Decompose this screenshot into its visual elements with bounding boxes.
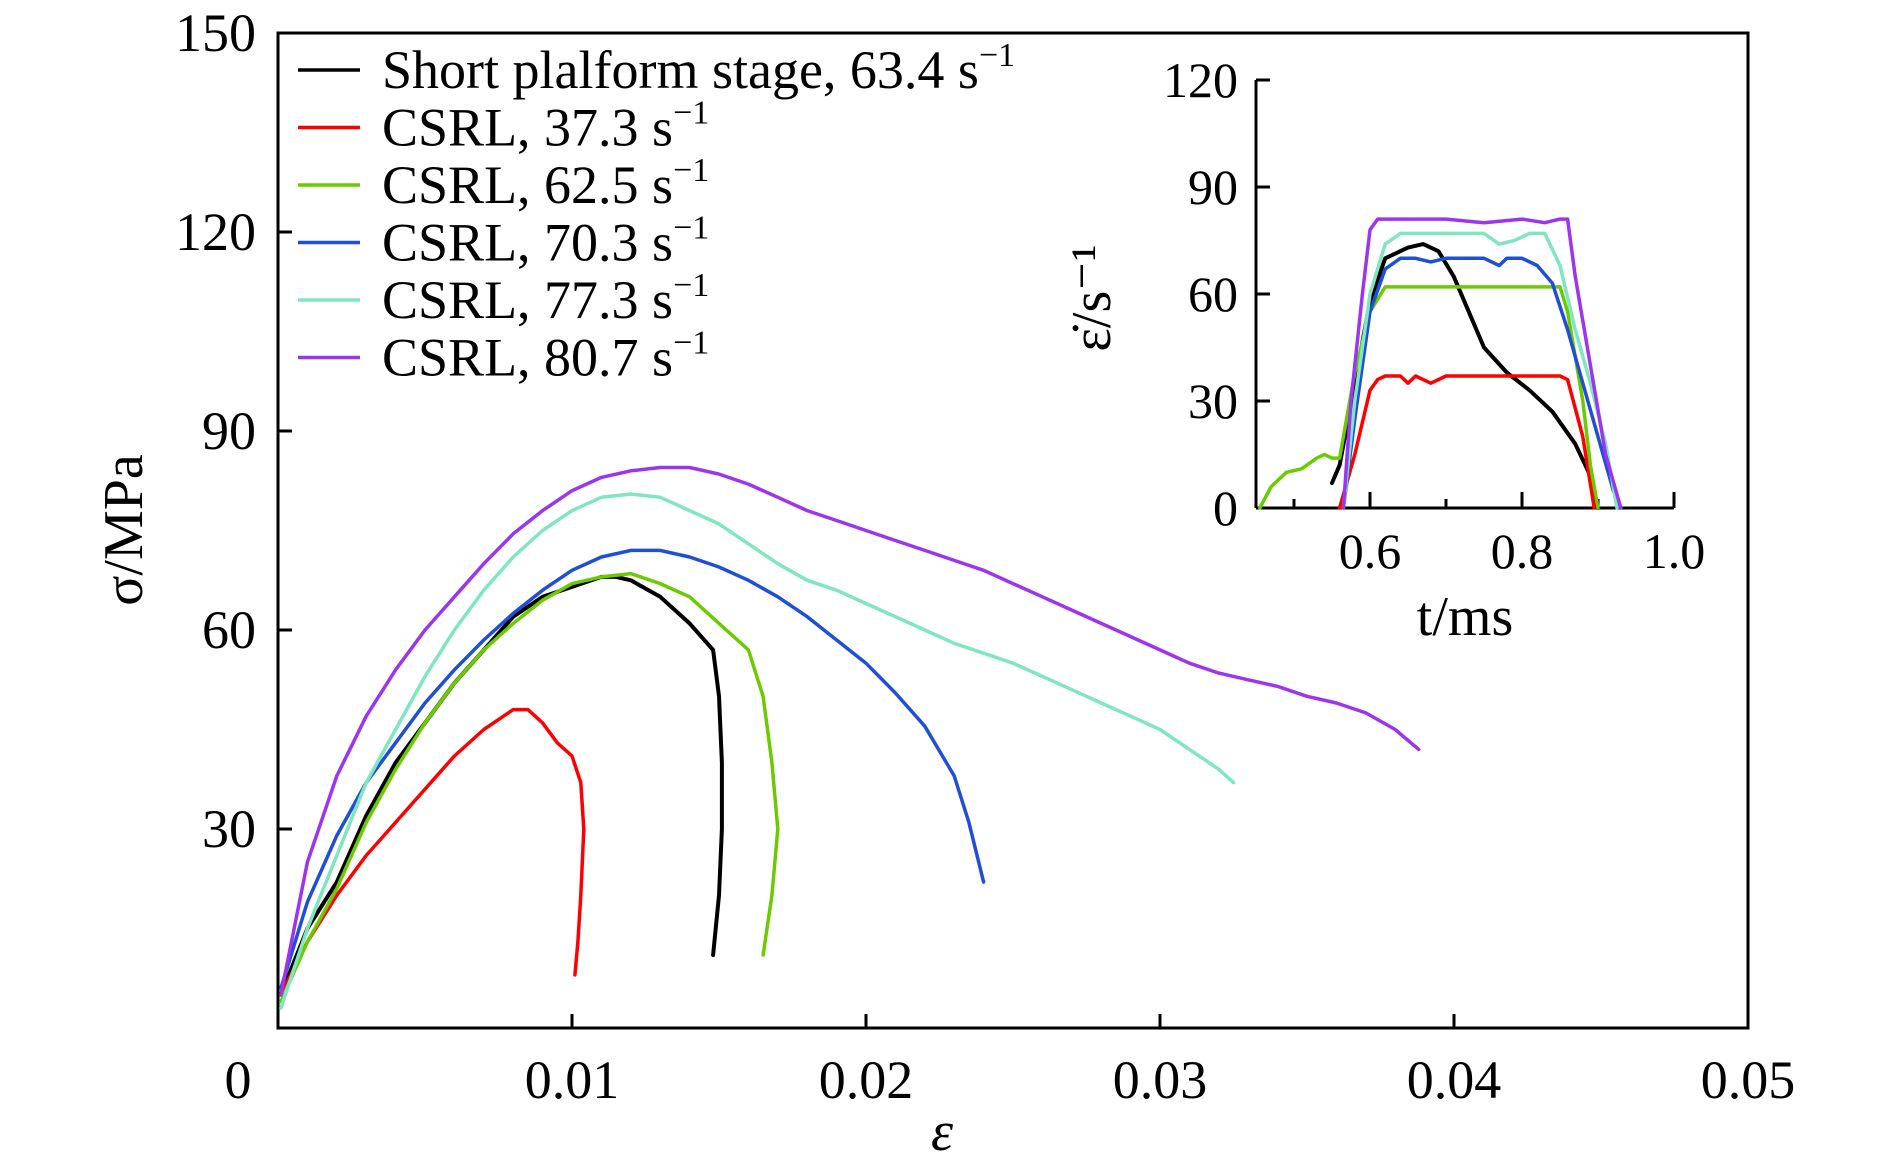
main-plot-frame	[276, 31, 1750, 1030]
x-tick-label: 0.01	[525, 1050, 620, 1110]
x-tick-label: 0.04	[1407, 1050, 1502, 1110]
inset-axes: 0 30 60 90 120 0.6 0.8 1.0	[1163, 52, 1705, 579]
inset-y-tick-label: 120	[1163, 52, 1238, 108]
y-tick-label: 150	[175, 3, 256, 63]
inset-y-tick-label: 60	[1188, 266, 1238, 322]
y-tick-label: 120	[175, 202, 256, 262]
inset-series-line	[1337, 374, 1596, 510]
legend-label: CSRL, 70.3 s−1	[382, 210, 709, 273]
legend-label: Short plalform stage, 63.4 s−1	[382, 37, 1015, 100]
inset-x-axis-title: t/ms	[1417, 586, 1513, 648]
main-y-axis-title: σ/MPa	[93, 454, 155, 606]
inset-x-tick-label: 0.6	[1339, 523, 1402, 579]
x-tick-label: 0.05	[1701, 1050, 1796, 1110]
series-line	[278, 574, 724, 997]
series-line	[279, 465, 1421, 997]
inset-y-tick-label: 0	[1213, 480, 1238, 536]
inset-series-lines	[1258, 217, 1623, 510]
legend-label: CSRL, 37.3 s−1	[382, 95, 709, 158]
y-tick-label: 30	[202, 799, 256, 859]
series-line	[279, 492, 1236, 1010]
inset-series-line	[1258, 285, 1600, 510]
legend-label: CSRL, 77.3 s−1	[382, 267, 709, 330]
series-line	[279, 707, 586, 997]
x-tick-label: 0.02	[819, 1050, 914, 1110]
inset-y-axis-title: ε̇/s⁻¹	[1061, 244, 1123, 351]
legend-label: CSRL, 62.5 s−1	[382, 152, 709, 215]
inset-series-line	[1341, 217, 1623, 510]
inset-series-line	[1341, 231, 1619, 510]
legend-label: CSRL, 80.7 s−1	[382, 325, 709, 388]
x-tick-label: 0	[225, 1050, 252, 1110]
main-axis-ticks: 0 0.01 0.02 0.03 0.04 0.05 30 60 90 120 150	[175, 3, 1795, 1110]
inset-series-line	[1341, 256, 1623, 510]
inset-y-tick-label: 30	[1188, 373, 1238, 429]
y-tick-label: 90	[202, 401, 256, 461]
inset-y-tick-label: 90	[1188, 159, 1238, 215]
inset-x-tick-label: 0.8	[1491, 523, 1554, 579]
series-line	[279, 571, 780, 1004]
series-line	[279, 548, 986, 990]
x-tick-label: 0.03	[1113, 1050, 1208, 1110]
main-series-lines	[278, 465, 1421, 1010]
inset-x-tick-label: 1.0	[1643, 523, 1706, 579]
main-x-axis-title: ε	[931, 1101, 954, 1163]
y-tick-label: 60	[202, 600, 256, 660]
